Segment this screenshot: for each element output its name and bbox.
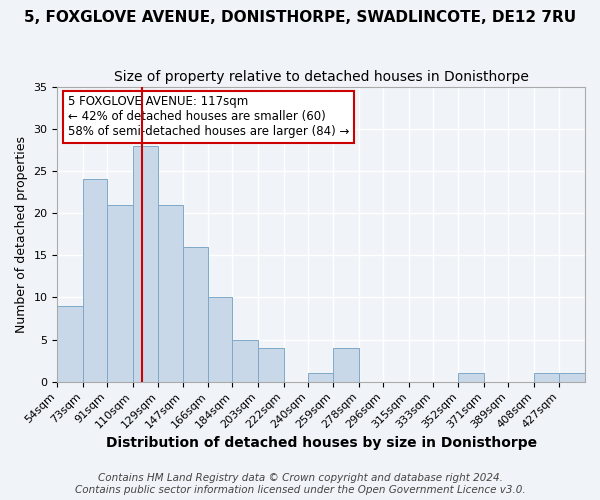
Bar (133, 146, 158, 382)
Bar (83, 180, 107, 382)
Bar (182, 247, 208, 382)
Bar (308, 374, 334, 382)
X-axis label: Distribution of detached houses by size in Donisthorpe: Distribution of detached houses by size … (106, 436, 537, 450)
Title: Size of property relative to detached houses in Donisthorpe: Size of property relative to detached ho… (114, 70, 529, 84)
Bar (334, 348, 359, 382)
Bar (208, 298, 232, 382)
Text: 5, FOXGLOVE AVENUE, DONISTHORPE, SWADLINCOTE, DE12 7RU: 5, FOXGLOVE AVENUE, DONISTHORPE, SWADLIN… (24, 10, 576, 25)
Bar (107, 204, 133, 382)
Bar (258, 348, 284, 382)
Text: 5 FOXGLOVE AVENUE: 117sqm
← 42% of detached houses are smaller (60)
58% of semi-: 5 FOXGLOVE AVENUE: 117sqm ← 42% of detac… (68, 96, 349, 138)
Bar (58, 306, 83, 382)
Text: Contains HM Land Registry data © Crown copyright and database right 2024.
Contai: Contains HM Land Registry data © Crown c… (74, 474, 526, 495)
Y-axis label: Number of detached properties: Number of detached properties (15, 136, 28, 332)
Bar (559, 374, 585, 382)
Bar (158, 204, 182, 382)
Bar (232, 340, 258, 382)
Bar (458, 374, 484, 382)
Bar (534, 374, 559, 382)
